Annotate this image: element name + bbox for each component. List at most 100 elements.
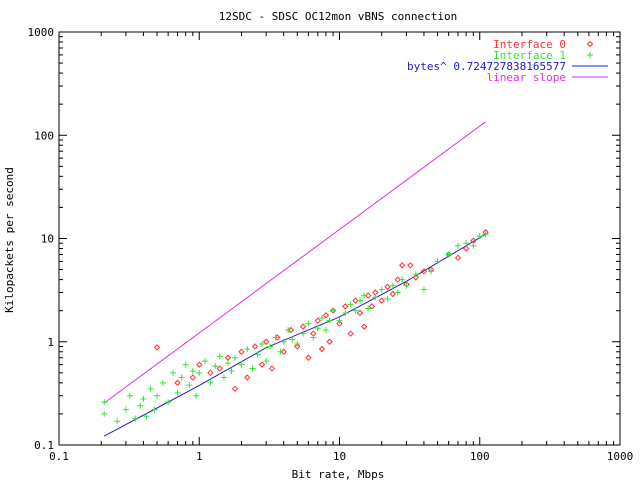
interface0-point: [336, 320, 343, 327]
interface1-point: [267, 343, 274, 350]
interface0-point: [360, 323, 368, 330]
interface1-point: [147, 385, 154, 392]
interface1-point: [272, 334, 279, 341]
interface1-point: [140, 395, 147, 402]
interface1-point: [280, 338, 287, 345]
y-tick-label: 1: [47, 336, 54, 349]
interface1-point: [137, 402, 144, 409]
interface1-point: [244, 346, 251, 353]
x-tick-label: 1: [196, 450, 203, 463]
interface1-point: [289, 336, 296, 343]
interface0-point: [326, 338, 333, 345]
interface1-point: [178, 374, 185, 381]
linear-slope-line: [103, 121, 486, 404]
legend-label: bytes^ 0.724727838165577: [407, 60, 566, 73]
interface1-point: [207, 379, 214, 386]
x-tick-label: 0.1: [49, 450, 69, 463]
interface0-point: [454, 254, 462, 262]
interface1-point: [132, 415, 139, 422]
y-tick-label: 100: [34, 129, 54, 142]
interface1-point: [300, 330, 307, 337]
interface1-point: [277, 348, 284, 355]
interface1-point: [428, 268, 435, 275]
interface1-point: [122, 406, 129, 413]
interface1-point: [356, 297, 363, 304]
interface0-point: [196, 361, 203, 368]
interface1-point: [322, 326, 329, 333]
interface1-point: [196, 369, 203, 376]
interface1-point: [455, 242, 462, 249]
interface0-point: [268, 365, 276, 372]
interface1-point: [310, 334, 317, 341]
interface0-point: [356, 309, 364, 317]
interface0-point: [238, 348, 245, 355]
interface1-point: [193, 392, 200, 399]
interface1-point: [470, 242, 477, 249]
interface0-point: [378, 297, 385, 304]
interface0-point: [287, 326, 295, 334]
interface1-point: [378, 286, 385, 293]
interface1-point: [170, 369, 177, 376]
interface0-point: [412, 274, 420, 281]
axes-group: 0.1 1 10 100 1000 0.1 1 10 100 1000: [28, 26, 634, 463]
interface1-point: [389, 282, 396, 289]
interface1-point: [326, 317, 333, 324]
interface0-point: [258, 361, 266, 368]
interface1-point: [165, 399, 172, 406]
legend-marker-sample: [587, 52, 593, 58]
chart-title: 12SDC - SDSC OC12mon vBNS connection: [219, 10, 457, 23]
interface1-point: [159, 379, 166, 386]
interface1-point: [258, 341, 265, 348]
interface1-point: [336, 317, 343, 324]
interface0-point: [153, 344, 161, 351]
interface0-point: [299, 323, 307, 330]
interface1-point: [434, 258, 441, 265]
interface0-point: [244, 374, 251, 381]
interface1-point: [285, 326, 292, 333]
interface1-point: [154, 392, 161, 399]
interface1-point: [365, 305, 372, 312]
interface1-point: [361, 292, 368, 299]
interface1-point: [174, 389, 181, 396]
y-tick-label: 0.1: [34, 439, 54, 452]
interface0-point: [314, 317, 321, 324]
interface1-point: [114, 418, 121, 425]
interface1-point: [482, 231, 489, 238]
interface1-point: [294, 341, 301, 348]
interface1-point: [249, 365, 256, 372]
interface0-point: [231, 385, 239, 393]
interface1-point: [101, 410, 108, 417]
interface0-point: [207, 369, 214, 377]
y-tick-label: 10: [41, 233, 54, 246]
interface1-point: [151, 406, 158, 413]
interface1-point: [212, 363, 219, 370]
y-axis-label: Kilopackets per second: [3, 167, 16, 313]
interface0-point: [262, 338, 270, 345]
y-tick-label: 1000: [28, 26, 55, 39]
legend-label: Interface 1: [493, 49, 566, 62]
interface0-point: [407, 262, 414, 269]
interface0-point: [280, 348, 287, 355]
x-axis-label: Bit rate, Mbps: [292, 468, 385, 480]
interface0-point: [462, 245, 470, 252]
interface0-point: [174, 379, 181, 387]
interface0-point: [251, 343, 259, 350]
interface0-point: [420, 268, 428, 275]
interface1-point: [399, 276, 406, 283]
interface1-point: [182, 361, 189, 368]
interface0-point: [352, 297, 359, 304]
interface1-point: [372, 294, 379, 301]
interface0-point: [322, 312, 330, 319]
interface0-point: [384, 283, 391, 291]
interface1-point: [476, 233, 483, 240]
interface1-point: [101, 399, 108, 406]
interface1-point: [254, 351, 261, 358]
interface1-point: [232, 354, 239, 361]
interface1-point: [394, 289, 401, 296]
interface0-point: [305, 354, 312, 361]
x-tick-label: 10: [333, 450, 346, 463]
